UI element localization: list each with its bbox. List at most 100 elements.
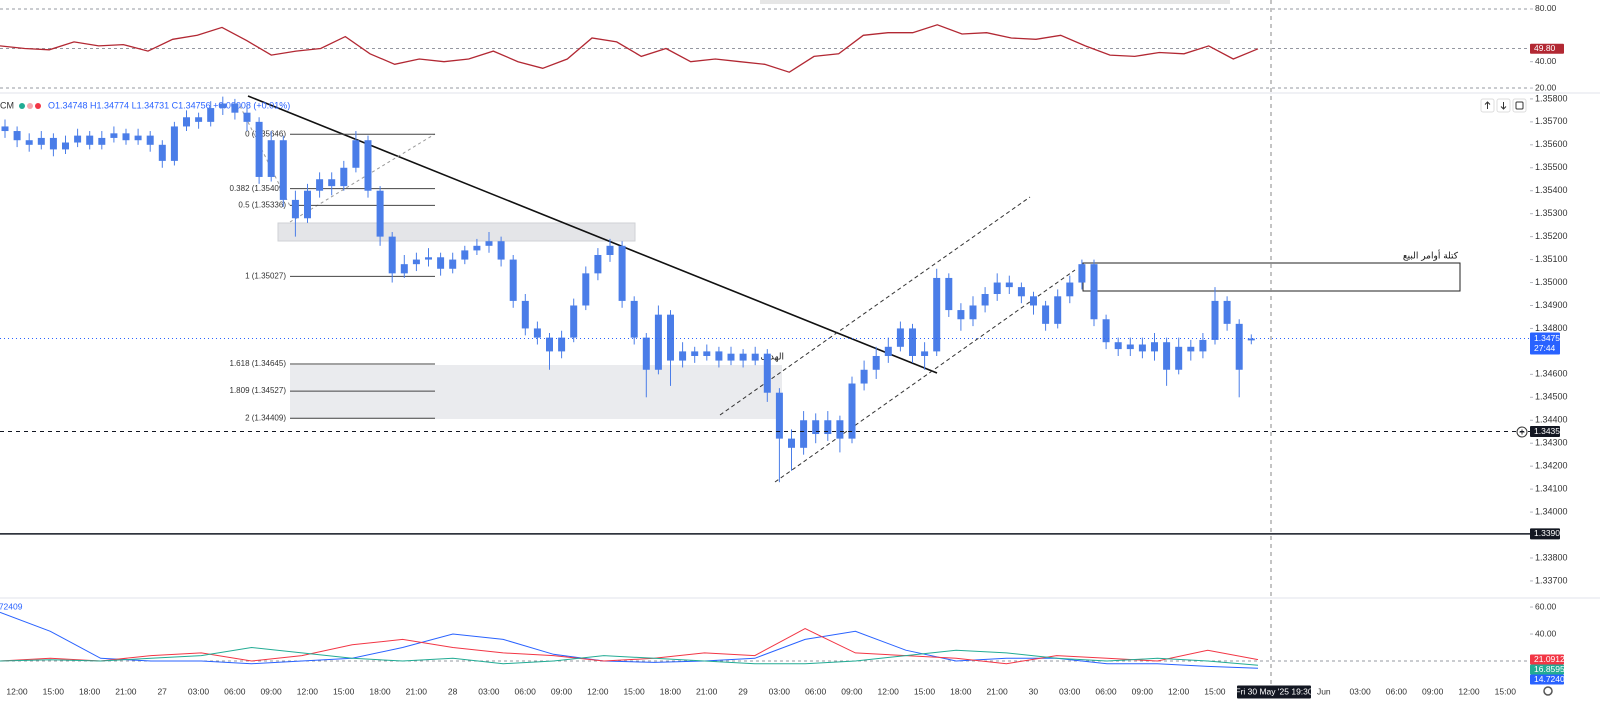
- x-tick-label: 09:00: [841, 686, 863, 696]
- fib-trend: [289, 133, 436, 223]
- x-tick-label: 09:00: [1422, 686, 1444, 696]
- candle-body: [243, 112, 251, 122]
- candle-body: [1199, 339, 1207, 352]
- fib-label: 0.382 (1.35409): [230, 184, 287, 193]
- candle-body: [993, 282, 1001, 295]
- x-tick-label: 09:00: [551, 686, 573, 696]
- candle-body: [957, 310, 965, 320]
- candle-body: [25, 140, 33, 145]
- status-dot: [35, 103, 41, 109]
- ohlc-legend: O1.34748 H1.34774 L1.34731 C1.34756 +0.0…: [48, 100, 290, 110]
- y-tick-label: 1.35100: [1535, 254, 1568, 264]
- candle-body: [1054, 296, 1062, 324]
- candle-body: [1126, 344, 1134, 350]
- candle-body: [1066, 282, 1074, 297]
- x-tick-label: 09:00: [260, 686, 282, 696]
- fib-label: 1 (1.35027): [245, 271, 286, 280]
- candle-body: [1211, 300, 1219, 340]
- x-tick-label: 03:00: [1349, 686, 1371, 696]
- value-tag-label: 49.80: [1534, 43, 1556, 53]
- y-tick-label: 1.34000: [1535, 506, 1568, 516]
- x-tick-label: 28: [448, 686, 458, 696]
- y-tick-label: 1.34200: [1535, 461, 1568, 471]
- candle-body: [642, 337, 650, 370]
- x-tick-label: 12:00: [587, 686, 609, 696]
- x-tick-label: 21:00: [986, 686, 1008, 696]
- candle-body: [860, 369, 868, 384]
- fib-label: 0 (1.35646): [245, 129, 286, 138]
- target-label: الهدف: [761, 353, 784, 363]
- y-tick-label: 1.34900: [1535, 300, 1568, 310]
- order-block-label: كتلة أوامر البيع: [1403, 250, 1459, 262]
- maximize-button[interactable]: [1512, 98, 1527, 113]
- candle-body: [1090, 264, 1098, 320]
- x-tick-label: 12:00: [297, 686, 319, 696]
- value-tag: [1530, 664, 1564, 675]
- pane-controls[interactable]: [1480, 98, 1527, 113]
- fib-label: 1.809 (1.34527): [230, 386, 287, 395]
- settings-icon[interactable]: [1543, 686, 1553, 696]
- candle-body: [1187, 346, 1195, 352]
- x-tick-label: 12:00: [1458, 686, 1480, 696]
- candle-body: [195, 117, 203, 122]
- candle-body: [183, 117, 190, 127]
- candle-body: [800, 420, 808, 448]
- candle-body: [219, 103, 227, 109]
- candle-body: [945, 277, 953, 311]
- channel-line: [719, 196, 1031, 416]
- y-tick-label: 1.35300: [1535, 208, 1568, 218]
- candle-body: [812, 420, 820, 435]
- candle-body: [788, 438, 795, 448]
- candle-body: [364, 140, 372, 191]
- candle-body: [497, 241, 505, 260]
- x-tick-label: 15:00: [623, 686, 645, 696]
- x-tick-label: 27: [157, 686, 167, 696]
- candle-body: [49, 137, 57, 150]
- candle-body: [884, 346, 892, 356]
- y-tick-label: 20.00: [1535, 82, 1557, 92]
- toolbar-edge: [760, 0, 1230, 4]
- candle-body: [763, 353, 771, 393]
- price-marker-countdown: 27:44: [1534, 343, 1556, 353]
- candle-body: [1030, 296, 1037, 306]
- candle-body: [739, 353, 747, 361]
- fib-label: 0.5 (1.35336): [238, 201, 286, 210]
- candle-body: [473, 245, 481, 251]
- x-tick-label: 03:00: [1059, 686, 1081, 696]
- candle-body: [37, 137, 45, 145]
- candle-body: [509, 259, 517, 301]
- x-tick-label: 21:00: [406, 686, 428, 696]
- candle-body: [1235, 323, 1243, 370]
- candle-body: [74, 135, 82, 143]
- candle-body: [630, 300, 638, 338]
- status-dot: [27, 103, 33, 109]
- candle-body: [1247, 338, 1255, 341]
- y-tick-label: 40.00: [1535, 628, 1557, 638]
- candle-body: [679, 351, 687, 361]
- fib-trend: [239, 105, 291, 207]
- y-tick-label: 1.34500: [1535, 392, 1568, 402]
- down-icon: [1500, 102, 1507, 110]
- candle-body: [848, 383, 856, 439]
- candle-body: [110, 133, 118, 138]
- x-tick-label: Jun: [1317, 686, 1331, 696]
- x-tick-label: 06:00: [1386, 686, 1408, 696]
- x-tick-label: 15:00: [43, 686, 65, 696]
- candle-body: [606, 245, 614, 255]
- y-tick-label: 40.00: [1535, 56, 1557, 66]
- supply-zone: [277, 222, 636, 242]
- y-tick-label: 1.33700: [1535, 575, 1568, 585]
- fib-label: 1.618 (1.34645): [230, 359, 287, 368]
- x-tick-label: 12:00: [1168, 686, 1190, 696]
- y-tick-label: 1.34400: [1535, 415, 1568, 425]
- y-tick-label: 1.35400: [1535, 185, 1568, 195]
- candle-body: [400, 264, 408, 274]
- x-tick-label: 30: [1029, 686, 1039, 696]
- candle-body: [449, 259, 457, 269]
- candle-body: [98, 137, 106, 145]
- indicator-line: [0, 628, 1259, 665]
- candle-body: [388, 236, 396, 274]
- candle-body: [1163, 342, 1171, 370]
- candle-body: [437, 257, 445, 269]
